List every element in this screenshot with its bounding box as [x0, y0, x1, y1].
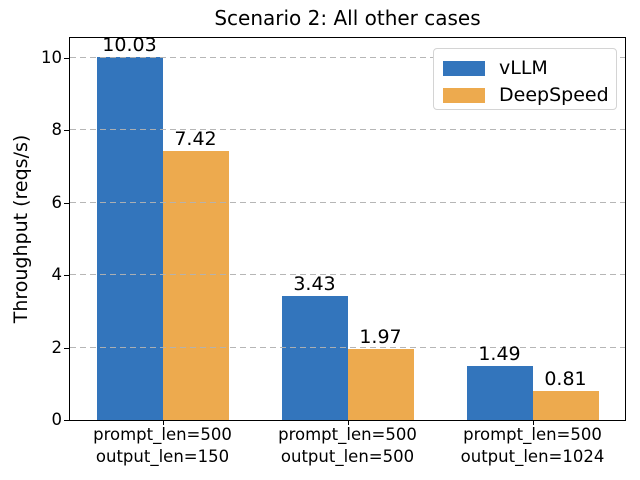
gridline-y2 [70, 346, 625, 348]
gridline-y8 [70, 129, 625, 131]
legend-label: vLLM [499, 57, 548, 79]
bar-value-label: 10.03 [102, 33, 157, 56]
x-tick-line: output_len=150 [95, 446, 230, 466]
y-tick-mark [64, 347, 69, 349]
y-tick-mark [64, 202, 69, 204]
legend-swatch-vllm [443, 61, 485, 76]
bar-value-label: 3.43 [293, 272, 336, 295]
y-tick-label: 4 [51, 265, 63, 285]
x-tick-label: prompt_len=500 output_len=1024 [413, 424, 640, 467]
bar-vllm-group3 [466, 366, 533, 420]
bar-value-label: 1.49 [478, 343, 521, 365]
x-tick-mark [162, 421, 164, 425]
plot-area: 10.03 3.43 1.49 7.42 1.97 0.81 [69, 33, 626, 421]
legend: vLLM DeepSpeed [433, 48, 617, 110]
chart-title: Scenario 2: All other cases [214, 6, 481, 30]
x-tick-line: prompt_len=500 [463, 425, 602, 444]
x-tick-line: output_len=1024 [460, 446, 605, 466]
y-tick-label: 2 [51, 337, 63, 357]
gridline-y10 [70, 56, 625, 58]
x-tick-line: prompt_len=500 [93, 425, 232, 444]
x-tick-line: output_len=500 [280, 446, 415, 466]
legend-item-deepspeed: DeepSpeed [434, 84, 616, 107]
y-tick-mark [64, 130, 69, 132]
legend-item-vllm: vLLM [434, 57, 616, 80]
x-tick-label: prompt_len=500 output_len=500 [228, 424, 468, 467]
legend-swatch-deepspeed [443, 88, 485, 103]
gridline-y6 [70, 201, 625, 203]
bar-deepspeed-group2 [347, 348, 414, 420]
bar-value-label: 1.97 [359, 325, 402, 348]
x-tick-mark [347, 421, 349, 425]
legend-label: DeepSpeed [499, 84, 609, 106]
gridline-y4 [70, 274, 625, 276]
x-tick-line: prompt_len=500 [278, 425, 417, 444]
y-tick-label: 0 [51, 410, 63, 429]
y-tick-mark [64, 420, 69, 421]
y-tick-mark [64, 57, 69, 59]
bar-vllm-group2 [281, 295, 348, 420]
bar-value-label: 0.81 [544, 367, 587, 390]
bar-vllm-group1 [96, 56, 163, 420]
y-axis-label: Throughput (reqs/s) [10, 134, 32, 324]
y-tick-label: 10 [41, 47, 62, 67]
bar-deepspeed-group1 [162, 151, 229, 420]
bar-deepspeed-group3 [532, 390, 599, 420]
y-tick-mark [64, 275, 69, 277]
x-tick-mark [532, 421, 534, 425]
y-tick-label: 6 [51, 192, 63, 212]
y-tick-label: 8 [51, 120, 63, 140]
bar-value-label: 7.42 [174, 128, 217, 151]
x-tick-label: prompt_len=500 output_len=150 [43, 424, 283, 467]
